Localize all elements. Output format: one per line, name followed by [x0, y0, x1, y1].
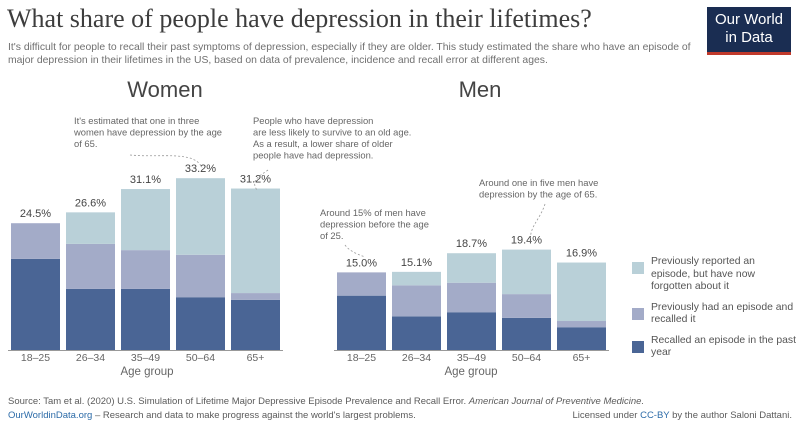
- license-suffix: by the author Saloni Dattani.: [669, 410, 792, 421]
- legend-item-recent[interactable]: Recalled an episode in the past year: [632, 335, 797, 360]
- women-bar-forgotten: [66, 212, 115, 244]
- men-tick-label: 26–34: [402, 352, 431, 364]
- men-tick-label: 35–49: [457, 352, 486, 364]
- men-tick-label: 50–64: [512, 352, 541, 364]
- women-total-label: 31.2%: [240, 174, 271, 186]
- license-note: Licensed under CC-BY by the author Salon…: [572, 410, 792, 421]
- annotation-women-2-connector: [254, 169, 269, 191]
- women-tick-label: 18–25: [21, 352, 50, 364]
- site-link[interactable]: OurWorldinData.org: [8, 410, 93, 421]
- men-total-label: 19.4%: [511, 235, 542, 247]
- women-total-label: 31.1%: [130, 174, 161, 186]
- men-bar-forgotten: [557, 262, 606, 322]
- legend-item-forgotten[interactable]: Previously reported an episode, but have…: [632, 256, 797, 294]
- women-bar-recent: [11, 258, 60, 350]
- women-bar-forgotten: [121, 189, 170, 251]
- men-panel-title: Men: [459, 77, 502, 102]
- women-tick-label: 26–34: [76, 352, 105, 364]
- annotation-women-1-connector: [129, 154, 203, 169]
- women-tick-label: 50–64: [186, 352, 215, 364]
- chart-title: What share of people have depression in …: [7, 4, 592, 33]
- women-bar-forgotten: [231, 188, 280, 294]
- annotation-women-1: It's estimated that one in three women ha…: [73, 115, 222, 149]
- license-prefix: Licensed under: [572, 410, 641, 421]
- men-bar-recent: [337, 295, 386, 350]
- women-tick-label: 65+: [247, 352, 265, 364]
- legend-swatch: [632, 307, 644, 320]
- men-bar-recent: [447, 312, 496, 350]
- site-text: – Research and data to make progress aga…: [92, 410, 416, 421]
- legend-swatch: [632, 262, 644, 274]
- men-bar-recalled: [337, 272, 386, 296]
- legend-label: Recalled an episode in the past year: [651, 334, 796, 359]
- men-bar-forgotten: [447, 253, 496, 283]
- owid-logo[interactable]: Our World in Data: [707, 7, 791, 55]
- men-x-axis-label: Age group: [444, 366, 497, 378]
- women-total-label: 24.5%: [20, 208, 51, 220]
- legend-item-recalled[interactable]: Previously had an episode and recalled i…: [632, 302, 797, 327]
- men-total-label: 18.7%: [456, 238, 487, 250]
- legend-label: Previously reported an episode, but have…: [651, 256, 755, 292]
- women-bar-recent: [231, 299, 280, 350]
- men-bar-recalled: [447, 282, 496, 313]
- logo-line-1: Our World: [714, 11, 784, 28]
- men-bar-recalled: [557, 321, 606, 328]
- source-note: Source: Tam et al. (2020) U.S. Simulatio…: [8, 396, 644, 407]
- men-total-label: 15.1%: [401, 257, 432, 269]
- legend: Previously reported an episode, but have…: [632, 256, 797, 368]
- license-link[interactable]: CC-BY: [640, 410, 670, 421]
- annotation-men-1: Around 15% of men have depression before …: [320, 207, 429, 241]
- women-total-label: 26.6%: [75, 197, 106, 209]
- annotation-men-1-connector: [344, 244, 366, 258]
- women-bar-forgotten: [176, 178, 225, 255]
- source-text: Source: Tam et al. (2020) U.S. Simulatio…: [8, 396, 467, 407]
- women-bar-recalled: [66, 243, 115, 289]
- women-bar-recent: [66, 288, 115, 350]
- women-bar-recent: [176, 297, 225, 350]
- women-bar-recalled: [11, 223, 60, 259]
- men-total-label: 16.9%: [566, 248, 597, 260]
- women-bar-recalled: [231, 293, 280, 300]
- men-tick-label: 18–25: [347, 352, 376, 364]
- women-total-label: 33.2%: [185, 163, 216, 175]
- men-bar-recalled: [392, 285, 441, 317]
- women-panel-title: Women: [127, 77, 202, 102]
- women-bar-recalled: [176, 254, 225, 298]
- men-bar-recent: [392, 316, 441, 350]
- men-total-label: 15.0%: [346, 257, 377, 269]
- men-bar-recent: [557, 327, 606, 350]
- chart-subtitle: It's difficult for people to recall thei…: [8, 42, 691, 66]
- women-bar-recalled: [121, 250, 170, 289]
- legend-swatch: [632, 340, 644, 353]
- annotation-women-2: People who have depression are less likel…: [253, 115, 411, 161]
- source-journal: American Journal of Preventive Medicine.: [468, 396, 645, 407]
- women-tick-label: 35–49: [131, 352, 160, 364]
- men-bar-recalled: [502, 294, 551, 318]
- logo-line-2: in Data: [725, 29, 773, 46]
- women-bar-recent: [121, 288, 170, 350]
- men-bar-recent: [502, 317, 551, 350]
- men-bar-forgotten: [392, 271, 441, 286]
- men-tick-label: 65+: [573, 352, 591, 364]
- men-bar-forgotten: [502, 249, 551, 295]
- women-x-axis-label: Age group: [120, 366, 173, 378]
- legend-label: Previously had an episode and recalled i…: [651, 301, 794, 326]
- annotation-men-2-connector: [530, 203, 546, 243]
- site-note: OurWorldinData.org – Research and data t…: [8, 410, 416, 421]
- annotation-men-2: Around one in five men have depression by…: [479, 177, 598, 200]
